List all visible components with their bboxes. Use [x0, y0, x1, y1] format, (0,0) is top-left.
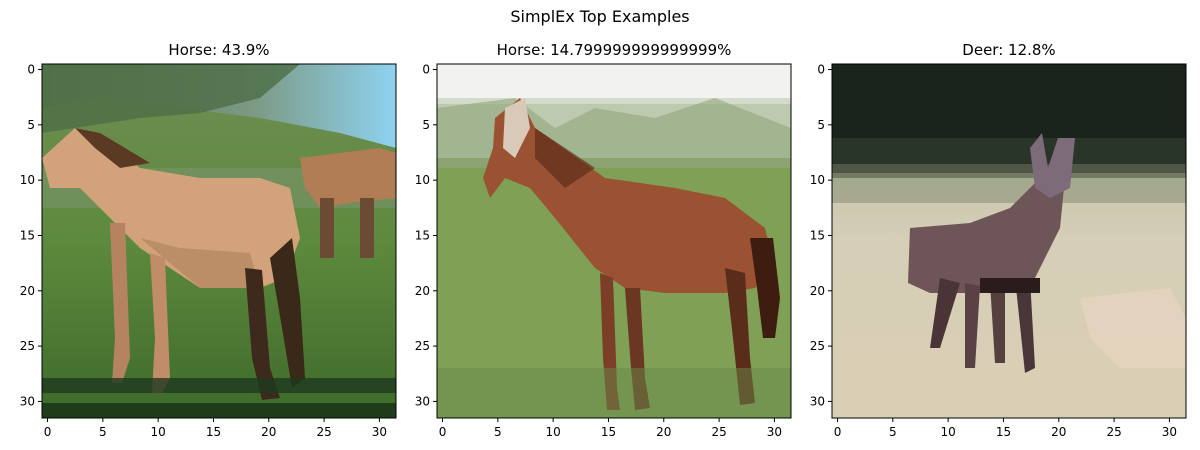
- x-tick-label: 10: [546, 425, 561, 439]
- image-axes: 0 5 10 15 20 25 30 0 5 10 15 20 25 30: [810, 63, 1187, 439]
- y-tick-label: 20: [810, 284, 825, 298]
- x-tick-label: 15: [996, 425, 1011, 439]
- y-tick-label: 30: [810, 394, 825, 408]
- x-tick-label: 20: [1051, 425, 1066, 439]
- axes-frame: [831, 63, 1187, 419]
- subplot-title: Deer: 12.8%: [962, 41, 1056, 59]
- y-tick-label: 25: [20, 339, 35, 353]
- y-tick-label: 25: [415, 339, 430, 353]
- x-tick-label: 5: [99, 425, 107, 439]
- x-tick-label: 5: [494, 425, 502, 439]
- subplot-horse-2: Horse: 14.799999999999999%: [395, 38, 792, 450]
- y-tick-label: 5: [817, 118, 825, 132]
- y-tick-label: 20: [415, 284, 430, 298]
- deer-image: [832, 64, 1186, 418]
- subplot-deer: Deer: 12.8%: [790, 38, 1187, 450]
- x-tick-label: 0: [834, 425, 842, 439]
- image-axes: 0 5 10 15 20 25 30 0 5 10 15 20 25 30: [415, 63, 792, 439]
- x-tick-label: 20: [656, 425, 671, 439]
- subplot-horse-1: Horse: 43.9%: [0, 38, 397, 450]
- x-tick-label: 25: [316, 425, 331, 439]
- y-tick-label: 5: [27, 118, 35, 132]
- x-tick-label: 25: [1106, 425, 1121, 439]
- axes-frame: [436, 63, 792, 419]
- y-tick-label: 10: [20, 173, 35, 187]
- y-tick-label: 10: [415, 173, 430, 187]
- y-tick-label: 15: [810, 228, 825, 242]
- y-tick-label: 5: [422, 118, 430, 132]
- x-tick-label: 30: [372, 425, 387, 439]
- y-tick-label: 20: [20, 284, 35, 298]
- horse-image: [42, 64, 396, 418]
- y-tick-label: 30: [415, 394, 430, 408]
- image-axes: 0 5 10 15 20 25 30 0 5 10 15 20 25 30: [20, 63, 397, 439]
- y-tick-label: 0: [817, 63, 825, 77]
- subplot-title: Horse: 43.9%: [168, 41, 270, 59]
- x-tick-label: 0: [439, 425, 447, 439]
- x-tick-label: 5: [889, 425, 897, 439]
- subplot-title: Horse: 14.799999999999999%: [496, 41, 732, 59]
- x-tick-label: 30: [767, 425, 782, 439]
- y-tick-label: 0: [27, 63, 35, 77]
- y-tick-label: 10: [810, 173, 825, 187]
- y-tick-label: 0: [422, 63, 430, 77]
- x-tick-label: 20: [261, 425, 276, 439]
- y-tick-label: 15: [20, 228, 35, 242]
- figure-title: SimplEx Top Examples: [510, 7, 690, 26]
- horse-image: [437, 64, 791, 418]
- x-tick-label: 10: [151, 425, 166, 439]
- axes-frame: [41, 63, 397, 419]
- x-tick-label: 10: [941, 425, 956, 439]
- x-tick-label: 15: [206, 425, 221, 439]
- y-tick-label: 15: [415, 228, 430, 242]
- y-tick-label: 30: [20, 394, 35, 408]
- x-tick-label: 15: [601, 425, 616, 439]
- x-tick-label: 0: [44, 425, 52, 439]
- y-tick-label: 25: [810, 339, 825, 353]
- x-tick-label: 25: [711, 425, 726, 439]
- x-tick-label: 30: [1162, 425, 1177, 439]
